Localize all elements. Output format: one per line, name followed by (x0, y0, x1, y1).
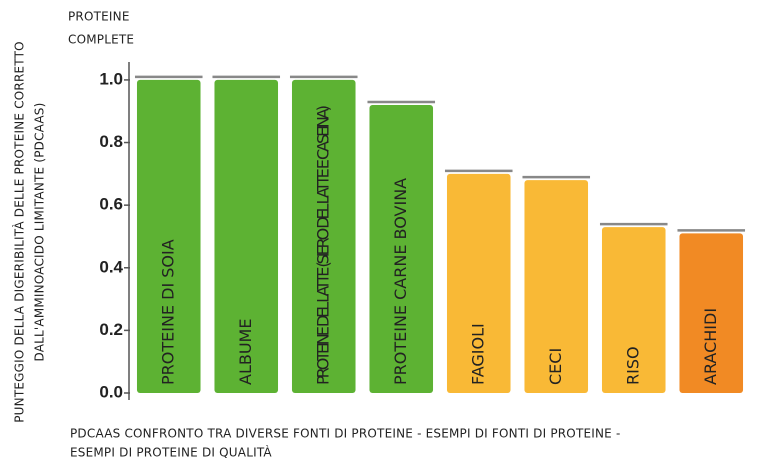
bar-label: PROTEINE DI SOIA (158, 239, 177, 385)
bar (446, 173, 511, 393)
y-tick-label: 0.0 (99, 382, 123, 401)
bar (291, 79, 356, 393)
bar (214, 79, 279, 393)
bar (601, 227, 666, 393)
bar (524, 180, 589, 393)
y-axis-label: DALL'AMMINOACIDO LIMITANTE (PDCAAS) (33, 102, 47, 361)
bar-label: PROTEINE DEL LATTE (SIERO DEL LATTE E CA… (313, 105, 332, 385)
y-tick-label: 0.2 (99, 320, 123, 339)
y-tick-label: 0.4 (99, 257, 123, 276)
bar (679, 233, 744, 393)
bar-label: ALBUME (236, 319, 255, 385)
annotation: COMPLETE (68, 33, 134, 47)
bar-label: RISO (623, 346, 642, 385)
x-axis-label: ESEMPI DI PROTEINE DI QUALITÀ (70, 445, 272, 460)
y-tick-label: 1.0 (99, 69, 123, 88)
bar (369, 104, 434, 393)
annotation: PROTEINE (68, 10, 130, 24)
y-axis-label: PUNTEGGIO DELLA DIGERIBILITÀ DELLE PROTE… (12, 41, 27, 423)
bar-label: PROTEINE CARNE BOVINA (391, 178, 410, 385)
y-tick-label: 0.6 (99, 195, 123, 214)
bar (136, 79, 201, 393)
x-axis-label: PDCAAS CONFRONTO TRA DIVERSE FONTI DI PR… (70, 427, 621, 441)
y-tick-label: 0.8 (99, 132, 123, 151)
bar-label: FAGIOLI (468, 323, 487, 385)
bar-label: ARACHIDI (701, 308, 720, 385)
bar-label: CECI (546, 348, 565, 385)
